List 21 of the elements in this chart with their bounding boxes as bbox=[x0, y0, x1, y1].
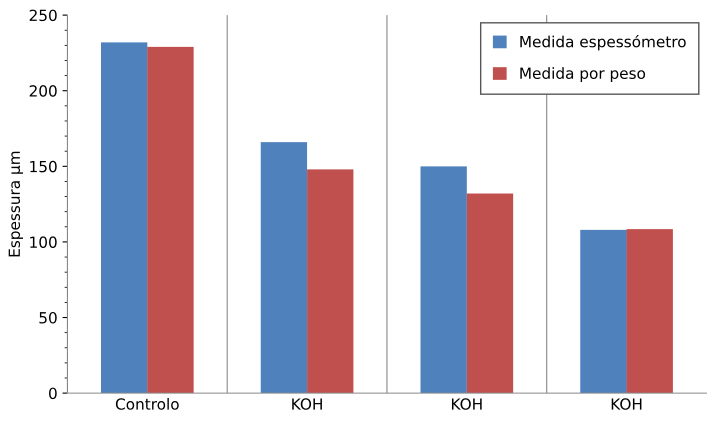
legend-label: Medida por peso bbox=[520, 67, 646, 82]
bar bbox=[580, 230, 627, 394]
y-tick-label: 250 bbox=[30, 10, 57, 22]
y-tick-label: 150 bbox=[30, 160, 57, 172]
bar bbox=[466, 194, 514, 394]
y-axis-title: Espessura µm bbox=[8, 152, 24, 256]
bar bbox=[420, 166, 467, 394]
bar bbox=[147, 46, 194, 394]
y-tick-label: 100 bbox=[30, 236, 57, 248]
legend-label: Medida espessómetro bbox=[520, 34, 686, 50]
x-tick-label: KOH bbox=[452, 398, 482, 410]
bar bbox=[626, 229, 673, 394]
bar bbox=[260, 142, 308, 394]
bar bbox=[100, 42, 148, 394]
bar bbox=[307, 169, 354, 394]
x-tick-label: KOH bbox=[612, 398, 642, 410]
y-tick-label: 0 bbox=[49, 388, 57, 400]
y-tick-label: 200 bbox=[30, 85, 57, 97]
y-tick-label: 50 bbox=[39, 312, 57, 324]
x-tick-label: Controlo bbox=[116, 398, 179, 410]
x-tick-label: KOH bbox=[292, 398, 322, 410]
